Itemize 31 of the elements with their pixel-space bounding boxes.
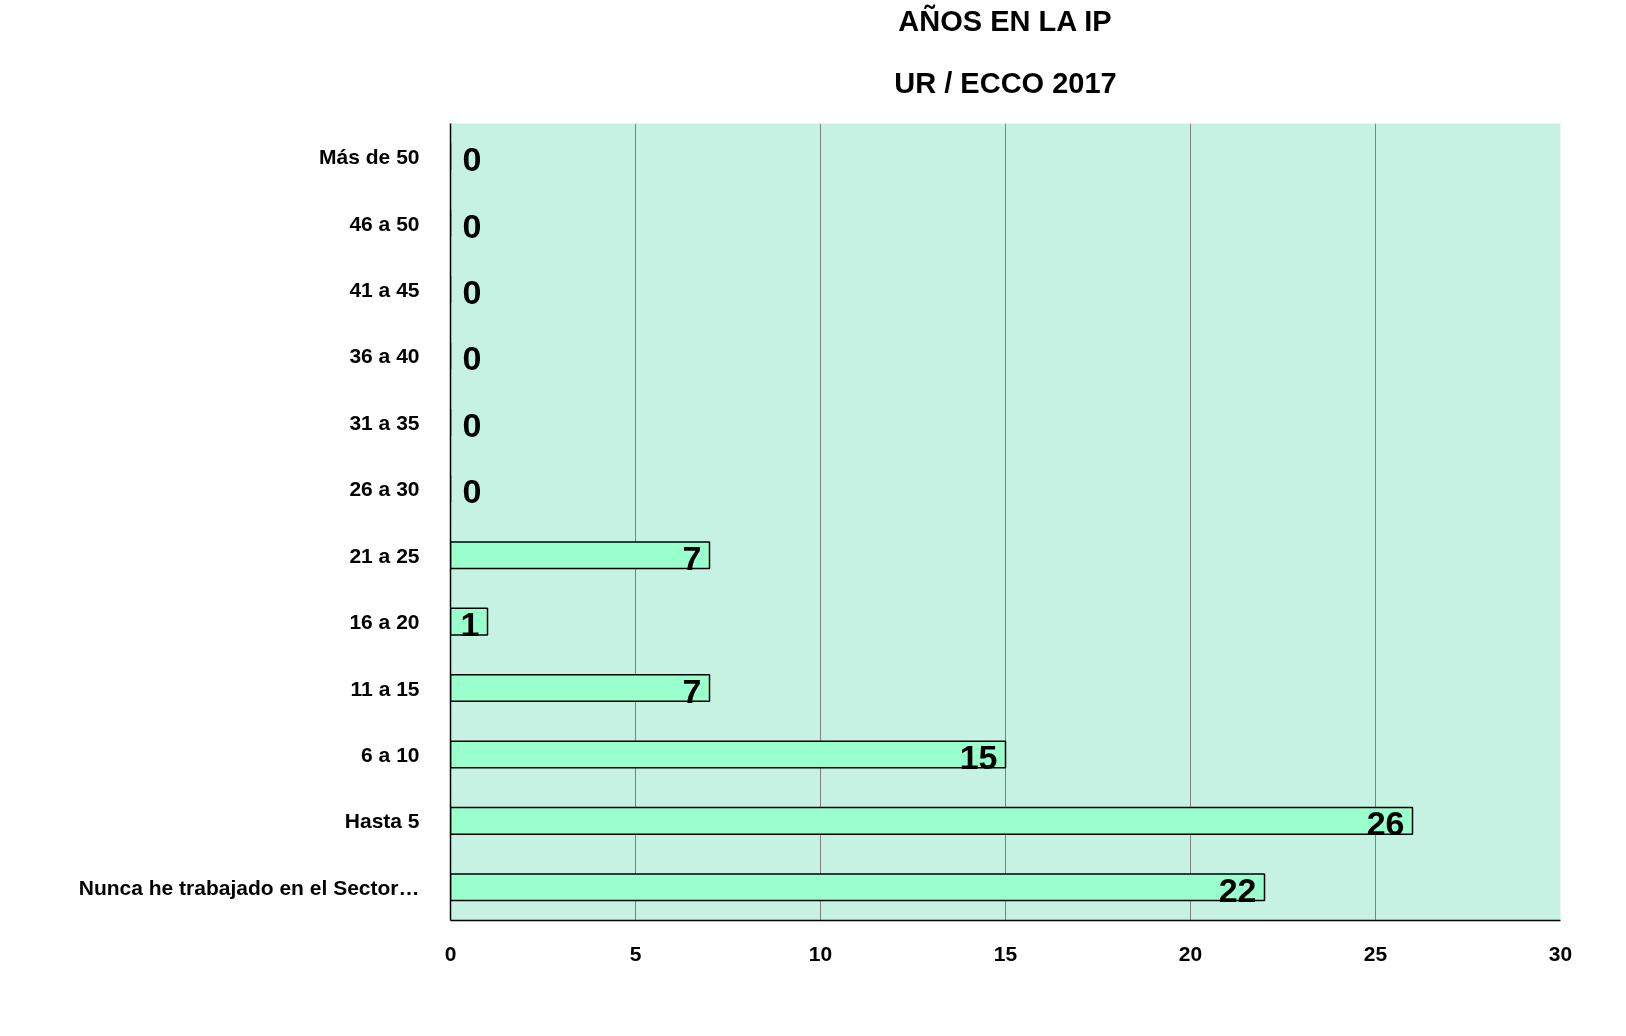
data-label: 0: [462, 206, 482, 245]
chart-subtitle: UR / ECCO 2017: [894, 66, 1117, 99]
x-tick-label: 0: [444, 941, 457, 965]
x-tick-label: 20: [1178, 941, 1203, 965]
data-label: 0: [462, 405, 482, 444]
x-tick-label: 5: [629, 941, 642, 965]
y-tick-label: 36 a 40: [349, 344, 420, 368]
y-tick-label: 41 a 45: [349, 278, 420, 302]
x-tick-label: 30: [1548, 941, 1573, 965]
y-tick-label: Hasta 5: [344, 809, 420, 833]
y-tick-label: 46 a 50: [349, 211, 420, 235]
x-tick-label: 15: [993, 941, 1018, 965]
data-label: 7: [682, 671, 702, 710]
data-label: 7: [682, 538, 702, 577]
data-label: 0: [462, 472, 482, 511]
y-tick-label: 16 a 20: [349, 610, 420, 634]
y-tick-label: Nunca he trabajado en el Sector…: [78, 875, 420, 899]
data-label: 1: [460, 605, 480, 644]
x-tick-label: 25: [1363, 941, 1388, 965]
y-tick-label: Más de 50: [319, 145, 420, 169]
data-label: 0: [462, 140, 482, 179]
data-label: 26: [1366, 804, 1405, 843]
data-label: 0: [462, 273, 482, 312]
data-label: 0: [462, 339, 482, 378]
y-tick-label: 21 a 25: [349, 543, 420, 567]
y-tick-label: 26 a 30: [349, 477, 420, 501]
x-tick-label: 10: [808, 941, 833, 965]
y-tick-label: 11 a 15: [350, 676, 420, 700]
chart-title: AÑOS EN LA IP: [898, 4, 1112, 37]
y-tick-label: 31 a 35: [349, 410, 420, 434]
y-tick-label: 6 a 10: [361, 742, 420, 766]
